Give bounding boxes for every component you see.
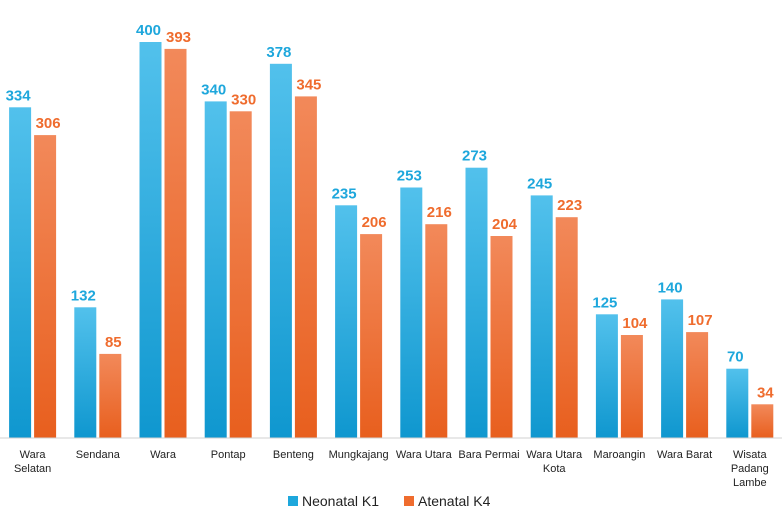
x-tick-label-10: Wara Barat [657, 449, 712, 461]
data-label-atenatal-k4-1: 85 [105, 334, 122, 351]
x-tick-label-0: Wara Selatan [14, 449, 51, 475]
bar-neonatal-k1-2 [139, 42, 162, 438]
data-label-atenatal-k4-9: 104 [622, 315, 648, 332]
data-label-neonatal-k1-4: 378 [266, 44, 291, 61]
data-label-atenatal-k4-7: 204 [492, 216, 518, 233]
bar-neonatal-k1-0 [9, 107, 32, 439]
bar-neonatal-k1-8 [530, 195, 553, 438]
bar-atenatal-k4-8 [555, 217, 578, 438]
legend: Neonatal K1 Atenatal K4 [288, 493, 491, 509]
bar-atenatal-k4-9 [620, 335, 643, 438]
data-label-neonatal-k1-8: 245 [527, 175, 552, 192]
bar-neonatal-k1-9 [595, 314, 618, 439]
bar-atenatal-k4-6 [425, 224, 448, 438]
data-label-atenatal-k4-2: 393 [166, 29, 191, 46]
data-label-atenatal-k4-11: 34 [757, 384, 774, 401]
x-tick-label-2: Wara [150, 449, 177, 461]
x-tick-label-1: Sendana [76, 449, 121, 461]
legend-swatch-atenatal-k4 [404, 496, 414, 506]
data-label-neonatal-k1-3: 340 [201, 81, 226, 98]
data-label-neonatal-k1-7: 273 [462, 148, 487, 165]
legend-label-atenatal-k4: Atenatal K4 [418, 493, 491, 509]
data-label-neonatal-k1-5: 235 [332, 185, 357, 202]
data-label-neonatal-k1-6: 253 [397, 168, 422, 185]
bar-atenatal-k4-5 [360, 234, 383, 438]
bar-neonatal-k1-10 [661, 299, 684, 438]
x-tick-label-3: Pontap [211, 449, 246, 461]
data-label-neonatal-k1-0: 334 [6, 87, 32, 104]
x-tick-label-11: Wisata Padang Lambe [731, 449, 769, 489]
bar-atenatal-k4-10 [686, 332, 709, 438]
bar-atenatal-k4-3 [229, 111, 252, 439]
data-label-neonatal-k1-11: 70 [727, 349, 744, 366]
bar-atenatal-k4-4 [294, 96, 317, 439]
legend-swatch-neonatal-k1 [288, 496, 298, 506]
legend-label-neonatal-k1: Neonatal K1 [302, 493, 379, 509]
data-label-atenatal-k4-0: 306 [36, 115, 61, 132]
data-label-neonatal-k1-9: 125 [592, 294, 617, 311]
x-tick-label-5: Mungkajang [329, 449, 389, 461]
bar-neonatal-k1-6 [400, 187, 423, 438]
data-label-atenatal-k4-10: 107 [688, 312, 713, 329]
x-tick-label-7: Bara Permai [458, 449, 519, 461]
bar-atenatal-k4-2 [164, 48, 187, 439]
bar-neonatal-k1-5 [335, 205, 358, 438]
bar-neonatal-k1-11 [726, 368, 749, 438]
bar-neonatal-k1-3 [204, 101, 227, 439]
x-tick-label-6: Wara Utara [396, 449, 453, 461]
data-label-atenatal-k4-3: 330 [231, 91, 256, 108]
data-label-neonatal-k1-1: 132 [71, 287, 96, 304]
bar-atenatal-k4-0 [34, 135, 57, 438]
data-label-atenatal-k4-6: 216 [427, 204, 452, 221]
data-label-neonatal-k1-2: 400 [136, 22, 161, 39]
x-tick-label-8: Wara Utara Kota [526, 449, 583, 475]
bar-neonatal-k1-7 [465, 167, 488, 438]
x-tick-label-4: Benteng [273, 449, 314, 461]
bar-neonatal-k1-4 [269, 63, 292, 439]
x-tick-label-9: Maroangin [593, 449, 645, 461]
bar-atenatal-k4-7 [490, 236, 513, 438]
data-label-atenatal-k4-5: 206 [362, 214, 387, 231]
bar-atenatal-k4-1 [99, 353, 122, 439]
data-label-atenatal-k4-8: 223 [557, 197, 582, 214]
data-label-atenatal-k4-4: 345 [296, 76, 321, 93]
data-label-neonatal-k1-10: 140 [658, 279, 683, 296]
bar-neonatal-k1-1 [74, 307, 97, 438]
bar-atenatal-k4-11 [751, 404, 774, 438]
